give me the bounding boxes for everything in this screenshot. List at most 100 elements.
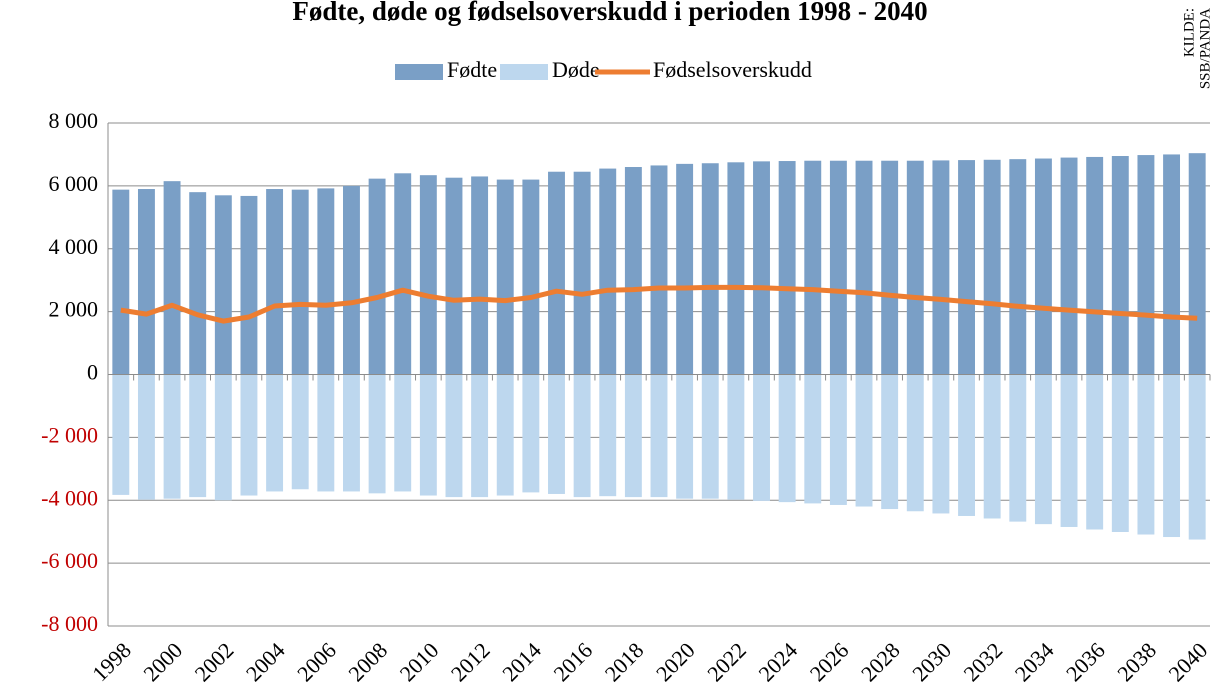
bar	[958, 160, 975, 375]
y-tick-label: 0	[87, 360, 98, 385]
bar	[676, 163, 694, 375]
bar	[855, 160, 873, 375]
bar	[266, 374, 284, 492]
bar	[1009, 159, 1027, 375]
bar	[137, 189, 155, 375]
bar	[496, 374, 514, 496]
legend-label: Fødte	[447, 57, 497, 82]
bar	[727, 162, 745, 375]
bar	[112, 189, 130, 375]
bar	[189, 374, 207, 498]
bar	[291, 189, 309, 375]
bar	[1188, 153, 1206, 375]
bar	[1111, 156, 1129, 375]
bar	[932, 374, 950, 514]
bar	[624, 167, 642, 375]
bar	[906, 374, 924, 512]
bar	[778, 374, 796, 503]
x-tick-label: 2002	[190, 637, 239, 686]
bar	[573, 374, 591, 498]
y-tick-label: -6 000	[41, 548, 98, 573]
x-tick-label: 2036	[1061, 637, 1110, 686]
x-tick-label: 1998	[87, 637, 136, 686]
bar	[189, 192, 207, 375]
x-tick-label: 2012	[446, 637, 495, 686]
bar	[701, 163, 719, 375]
bar	[932, 160, 950, 375]
bar	[804, 374, 822, 504]
x-tick-label: 2040	[1163, 637, 1212, 686]
bar	[804, 160, 822, 375]
bar	[522, 179, 540, 375]
bar	[112, 374, 130, 495]
bar	[163, 181, 181, 375]
bar	[471, 176, 489, 375]
x-tick-label: 2030	[907, 637, 956, 686]
bar	[881, 374, 899, 510]
y-tick-label: -4 000	[41, 485, 98, 510]
bar	[548, 171, 565, 375]
bar	[1111, 374, 1129, 533]
bar	[829, 374, 847, 505]
bar	[1163, 374, 1181, 538]
bar	[1060, 157, 1078, 375]
bar	[599, 168, 617, 375]
bar	[368, 178, 386, 375]
x-tick-label: 2000	[138, 637, 187, 686]
source-line: KILDE:	[1181, 8, 1197, 57]
bar	[855, 374, 873, 507]
bar	[343, 185, 360, 375]
bar	[624, 374, 642, 498]
y-tick-label: 6 000	[49, 171, 99, 196]
x-tick-label: 2026	[805, 637, 854, 686]
chart-title: Fødte, døde og fødselsoverskudd i period…	[292, 0, 927, 26]
bar	[573, 171, 591, 375]
bar	[1137, 374, 1155, 535]
bar	[214, 195, 232, 375]
bar	[137, 374, 155, 500]
y-tick-label: 4 000	[49, 234, 99, 259]
x-tick-label: 2022	[702, 637, 751, 686]
y-tick-label: -2 000	[41, 422, 98, 447]
bar	[906, 160, 924, 375]
bar	[214, 374, 232, 501]
source-line: SSB/PANDA	[1197, 8, 1213, 89]
x-tick-label: 2032	[958, 637, 1007, 686]
bar	[650, 374, 668, 498]
x-tick-label: 2034	[1010, 637, 1059, 686]
bar	[548, 374, 565, 494]
bar	[240, 195, 258, 375]
source-note: KILDE: SSB/PANDA	[1181, 8, 1213, 89]
bar	[1086, 156, 1104, 375]
x-tick-label: 2018	[600, 637, 649, 686]
bar	[1009, 374, 1027, 522]
bar	[317, 188, 335, 375]
y-tick-label: 2 000	[49, 297, 99, 322]
bar	[163, 374, 181, 499]
bar	[394, 173, 412, 375]
bar	[676, 374, 694, 499]
x-tick-label: 2014	[497, 637, 546, 686]
bar	[1060, 374, 1078, 527]
bar	[291, 374, 309, 490]
bar	[1086, 374, 1104, 530]
bar	[419, 374, 437, 496]
bar	[368, 374, 386, 494]
x-tick-label: 2038	[1112, 637, 1161, 686]
legend-label: Fødselsoverskudd	[653, 57, 812, 82]
x-tick-label: 2006	[292, 637, 341, 686]
bar	[778, 161, 796, 375]
x-tick-label: 2008	[343, 637, 392, 686]
bar	[317, 374, 335, 492]
bar	[394, 374, 412, 492]
bar	[419, 175, 437, 375]
bar	[829, 160, 847, 375]
x-tick-label: 2024	[753, 637, 802, 686]
bar	[445, 177, 463, 375]
bar	[701, 374, 719, 499]
bar	[1163, 154, 1181, 375]
bar	[1034, 158, 1052, 375]
legend-label: Døde	[552, 57, 600, 82]
bar	[522, 374, 540, 493]
